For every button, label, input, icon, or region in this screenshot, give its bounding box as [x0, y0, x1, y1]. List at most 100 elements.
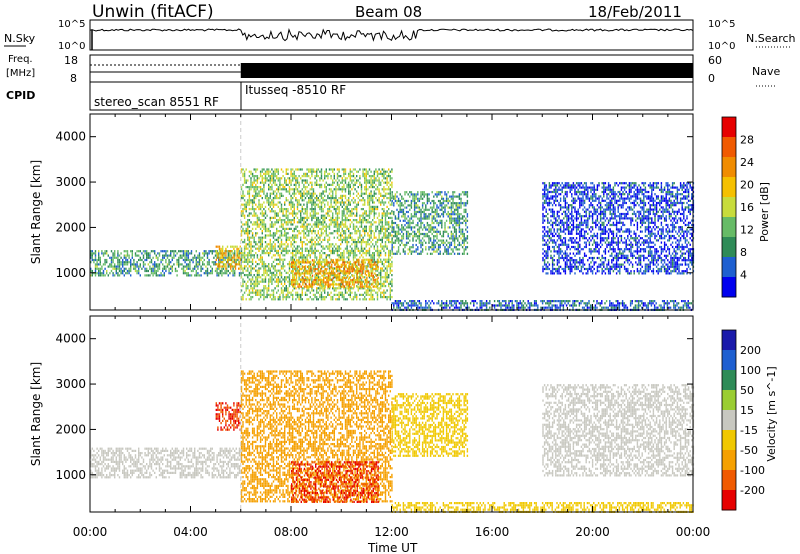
- power-cell: [222, 252, 225, 255]
- power-cell: [428, 237, 430, 240]
- power-cell: [263, 190, 265, 193]
- power-cell: [264, 247, 267, 250]
- power-cell: [404, 252, 406, 255]
- power-cell: [290, 194, 292, 197]
- power-cell: [389, 296, 391, 299]
- power-cell: [288, 274, 291, 277]
- power-cell: [383, 214, 385, 217]
- power-cell: [420, 195, 422, 198]
- power-cell: [320, 293, 323, 296]
- power-cell: [389, 258, 391, 261]
- power-cell: [327, 203, 329, 206]
- power-cell: [309, 230, 311, 233]
- power-cell: [358, 268, 360, 271]
- power-cell: [367, 197, 369, 200]
- power-cell: [320, 216, 323, 219]
- power-cell: [336, 223, 339, 226]
- power-cell: [342, 279, 344, 282]
- power-cell: [358, 263, 360, 266]
- power-cell: [316, 263, 318, 266]
- power-cell: [126, 258, 129, 262]
- power-cell: [418, 217, 421, 220]
- power-cell: [372, 183, 374, 186]
- power-cell: [272, 223, 275, 226]
- power-cell: [372, 194, 374, 197]
- power-cell: [245, 287, 247, 290]
- power-cell: [344, 291, 347, 294]
- power-cell: [397, 204, 400, 207]
- power-cell: [326, 279, 328, 282]
- power-cell: [277, 289, 279, 292]
- power-cell: [272, 199, 275, 202]
- power-cell: [234, 265, 236, 268]
- power-cell: [346, 205, 348, 208]
- power-cell: [284, 289, 286, 292]
- power-cell: [447, 246, 449, 249]
- power-cell: [326, 276, 328, 279]
- power-cell: [359, 214, 361, 217]
- power-cell: [182, 265, 185, 268]
- power-cell: [170, 261, 172, 264]
- power-cell: [274, 280, 276, 283]
- power-cell: [263, 265, 265, 268]
- power-cell: [259, 254, 262, 257]
- power-cell: [226, 261, 229, 264]
- power-cell: [351, 268, 354, 271]
- power-cell: [413, 232, 416, 236]
- power-cell: [383, 188, 385, 191]
- power-cell: [291, 261, 293, 264]
- power-cell: [292, 168, 294, 171]
- power-cell: [243, 214, 246, 217]
- power-cell: [242, 230, 244, 233]
- power-cell: [314, 175, 316, 178]
- power-cell: [263, 260, 265, 263]
- power-cell: [295, 225, 297, 228]
- power-cell: [373, 186, 375, 189]
- power-cell: [373, 232, 375, 235]
- power-cell: [223, 252, 225, 255]
- power-cell: [362, 276, 364, 279]
- power-cell: [361, 285, 363, 288]
- power-cell: [295, 259, 298, 262]
- power-cell: [255, 278, 257, 281]
- power-cell: [407, 193, 409, 196]
- power-cell: [295, 298, 297, 301]
- power-cell: [327, 194, 329, 197]
- power-cell: [381, 267, 383, 270]
- power-cell: [433, 226, 435, 229]
- power-cell: [455, 248, 457, 251]
- power-cell: [277, 214, 279, 217]
- power-cell: [152, 265, 154, 268]
- power-cell: [304, 210, 307, 213]
- power-cell: [329, 272, 331, 275]
- power-cell: [154, 252, 156, 255]
- power-cell: [316, 243, 318, 246]
- power-cell: [404, 243, 406, 247]
- power-cell: [338, 223, 340, 226]
- power-cell: [326, 261, 328, 264]
- power-cell: [373, 190, 375, 193]
- power-cell: [328, 232, 331, 235]
- power-cell: [425, 217, 427, 220]
- power-cell: [298, 263, 300, 266]
- power-cell: [217, 256, 219, 259]
- power-cell: [128, 272, 130, 275]
- power-cell: [386, 238, 388, 241]
- power-cell: [306, 192, 308, 195]
- power-cell: [277, 168, 279, 171]
- power-cell: [312, 170, 315, 173]
- power-cell: [299, 261, 301, 264]
- power-cell: [359, 236, 361, 239]
- power-cell: [282, 289, 284, 292]
- power-cell: [268, 208, 270, 211]
- power-cell: [295, 212, 297, 215]
- power-cell: [306, 194, 308, 197]
- power-cell: [245, 205, 247, 208]
- power-cell: [391, 170, 393, 173]
- power-cell: [359, 285, 362, 288]
- power-cell: [348, 190, 350, 193]
- power-cell: [271, 293, 273, 296]
- power-cell: [240, 258, 243, 261]
- power-cell: [404, 193, 406, 196]
- power-cell: [413, 195, 416, 198]
